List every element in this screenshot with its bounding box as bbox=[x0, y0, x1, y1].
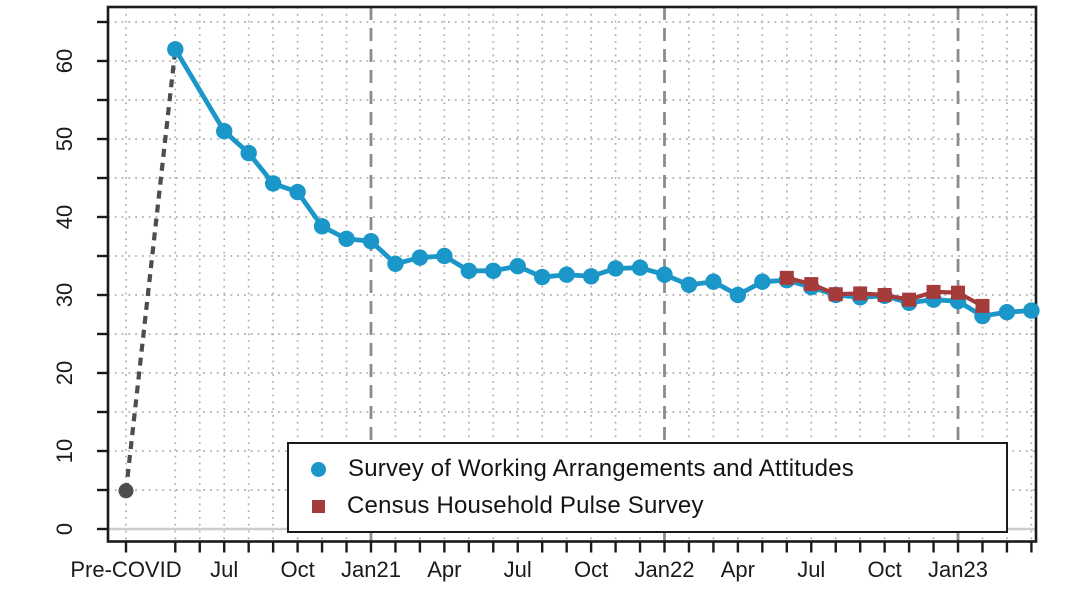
census-series bbox=[779, 270, 990, 313]
plot-border bbox=[106, 5, 1038, 543]
legend-label-census: Census Household Pulse Survey bbox=[347, 492, 704, 519]
y-tick-label: 20 bbox=[52, 361, 77, 385]
census-square-marker-icon bbox=[312, 499, 325, 513]
chart-legend: Survey of Working Arrangements and Attit… bbox=[287, 442, 1008, 533]
y-tick-label: 40 bbox=[52, 205, 77, 229]
x-tick-label: Jan21 bbox=[341, 557, 401, 582]
x-tick-label: Oct bbox=[868, 557, 902, 582]
x-tick-label: Apr bbox=[427, 557, 461, 582]
x-tick-label: Oct bbox=[574, 557, 608, 582]
x-tick-label: Jan23 bbox=[928, 557, 988, 582]
y-tick-label: 30 bbox=[52, 283, 77, 307]
y-tick-label: 0 bbox=[52, 523, 77, 535]
x-tick-label: Jul bbox=[504, 557, 532, 582]
axes: 0 10 20 30 40 50 60 Pre-COVID Jul Oct Jan21 Apr Jul O… bbox=[52, 20, 1033, 582]
precovid-point bbox=[118, 483, 134, 499]
y-tick-label: 50 bbox=[52, 127, 77, 151]
legend-item-swaa: Survey of Working Arrangements and Attit… bbox=[311, 457, 1006, 481]
precovid-baseline-series bbox=[118, 49, 178, 499]
y-tick-label: 60 bbox=[52, 49, 77, 73]
x-tick-label: Jul bbox=[797, 557, 825, 582]
x-tick-label: Jan22 bbox=[635, 557, 695, 582]
grid-lines bbox=[108, 7, 1036, 542]
swaa-circle-marker-icon bbox=[311, 461, 326, 477]
y-tick-label: 10 bbox=[52, 439, 77, 463]
legend-item-census: Census Household Pulse Survey bbox=[311, 494, 1006, 518]
legend-label-swaa: Survey of Working Arrangements and Attit… bbox=[348, 455, 854, 482]
x-tick-label: Jul bbox=[210, 557, 238, 582]
x-tick-label: Apr bbox=[721, 557, 755, 582]
x-tick-label: Oct bbox=[280, 557, 314, 582]
x-tick-label: Pre-COVID bbox=[70, 557, 181, 582]
